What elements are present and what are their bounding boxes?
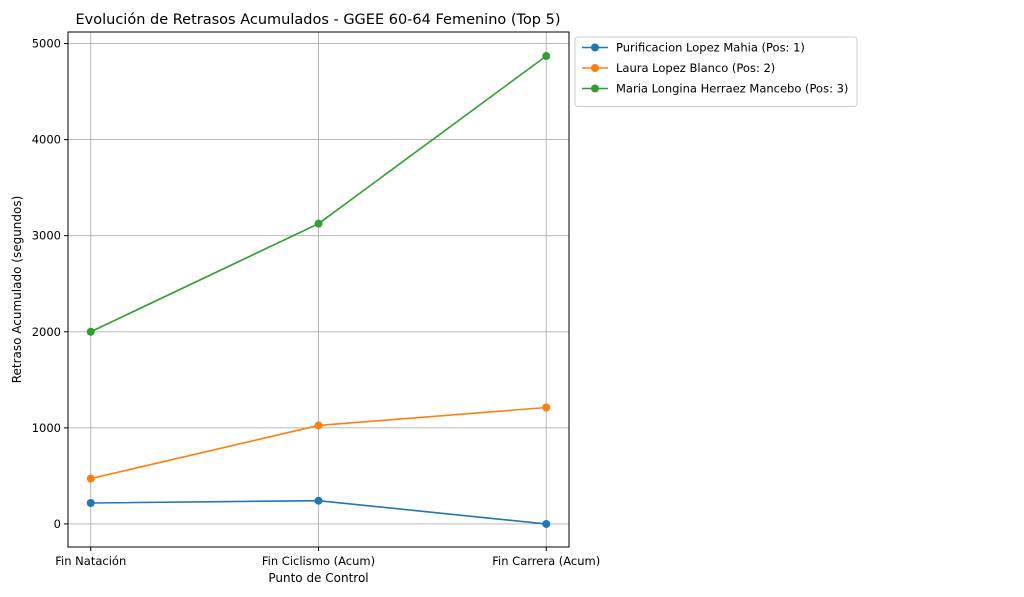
legend-entry-label: Laura Lopez Blanco (Pos: 2) (616, 61, 775, 75)
data-point (86, 327, 95, 336)
data-point (542, 403, 551, 412)
x-axis-label: Punto de Control (268, 571, 368, 585)
legend-frame (574, 36, 858, 107)
y-tick-label: 5000 (32, 37, 61, 51)
x-tick-label: Fin Natación (55, 554, 126, 568)
data-point (86, 474, 95, 483)
legend-entry-label: Maria Longina Herraez Mancebo (Pos: 3) (616, 82, 848, 96)
data-point (314, 421, 323, 430)
y-axis-label: Retraso Acumulado (segundos) (10, 196, 24, 384)
x-tick-label: Fin Ciclismo (Acum) (262, 554, 375, 568)
y-tick-label: 3000 (32, 229, 61, 243)
data-point (314, 496, 323, 505)
data-point (86, 498, 95, 507)
legend-marker (591, 64, 599, 72)
data-point (542, 519, 551, 528)
legend: Purificacion Lopez Mahia (Pos: 1) Laura L… (574, 36, 858, 107)
legend-entry-label: Purificacion Lopez Mahia (Pos: 1) (616, 41, 805, 55)
y-tick-label: 1000 (32, 421, 61, 435)
ticks-layer: Fin Natación Fin Ciclismo (Acum) Fin Carre… (32, 37, 601, 568)
data-point (314, 219, 323, 228)
legend-marker (591, 84, 599, 93)
series-layer (86, 52, 551, 528)
data-point (542, 52, 551, 61)
legend-marker (591, 43, 599, 52)
y-tick-label: 0 (54, 517, 61, 531)
y-tick-label: 4000 (32, 133, 61, 147)
y-tick-label: 2000 (32, 325, 61, 339)
x-tick-label: Fin Carrera (Acum) (492, 554, 600, 568)
chart-title: Evolución de Retrasos Acumulados - GGEE … (75, 12, 560, 28)
